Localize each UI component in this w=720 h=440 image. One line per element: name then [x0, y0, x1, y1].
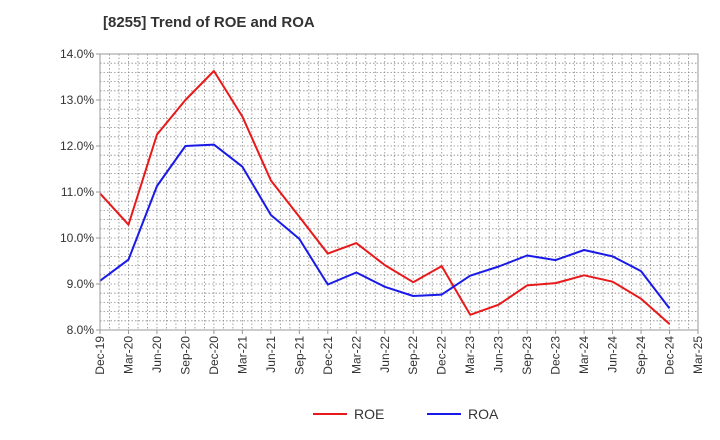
x-tick-label: Mar-23 — [463, 336, 477, 374]
x-tick-label: Mar-20 — [121, 336, 135, 374]
chart-title: [8255] Trend of ROE and ROA — [103, 14, 315, 31]
y-tick-label: 10.0% — [60, 231, 94, 245]
x-tick-label: Sep-22 — [406, 336, 420, 375]
series-lines — [99, 70, 671, 325]
x-axis-ticks: Dec-19 Mar-20 Jun-20 Sep-20 Dec-20 Mar-21 Jun-… — [93, 330, 705, 375]
y-tick-label: 11.0% — [61, 185, 94, 199]
y-axis-ticks: 8.0% 9.0% 10.0% 11.0% 12.0% 13.0% 14.0% — [60, 47, 100, 337]
x-tick-label: Mar-21 — [235, 336, 249, 374]
legend-label-roe: ROE — [354, 406, 384, 422]
series-line-roa — [99, 143, 671, 310]
legend: ROE ROA — [313, 406, 499, 422]
y-tick-label: 14.0% — [60, 47, 94, 61]
x-tick-label: Dec-24 — [663, 336, 677, 375]
legend-item-roa: ROA — [427, 406, 499, 422]
x-tick-label: Sep-23 — [520, 336, 534, 375]
x-tick-label: Mar-25 — [691, 336, 705, 374]
x-tick-label: Jun-20 — [150, 336, 164, 373]
x-tick-label: Dec-20 — [207, 336, 221, 375]
x-tick-label: Jun-24 — [606, 336, 620, 373]
y-tick-label: 12.0% — [60, 139, 94, 153]
grid-lines — [100, 54, 698, 330]
x-tick-label: Dec-23 — [549, 336, 563, 375]
x-tick-label: Dec-21 — [321, 336, 335, 375]
y-tick-label: 8.0% — [67, 323, 95, 337]
x-tick-label: Dec-19 — [93, 336, 107, 375]
x-tick-label: Dec-22 — [435, 336, 449, 375]
y-tick-label: 9.0% — [67, 277, 95, 291]
x-tick-label: Jun-21 — [264, 336, 278, 373]
x-tick-label: Jun-22 — [378, 336, 392, 373]
series-line-roe — [99, 70, 671, 325]
legend-item-roe: ROE — [313, 406, 384, 422]
x-tick-label: Jun-23 — [492, 336, 506, 373]
x-tick-label: Mar-24 — [577, 336, 591, 374]
x-tick-label: Sep-21 — [292, 336, 306, 375]
x-tick-label: Sep-20 — [178, 336, 192, 375]
x-tick-label: Sep-24 — [634, 336, 648, 375]
x-tick-label: Mar-22 — [349, 336, 363, 374]
legend-label-roa: ROA — [468, 406, 499, 422]
y-tick-label: 13.0% — [60, 93, 94, 107]
